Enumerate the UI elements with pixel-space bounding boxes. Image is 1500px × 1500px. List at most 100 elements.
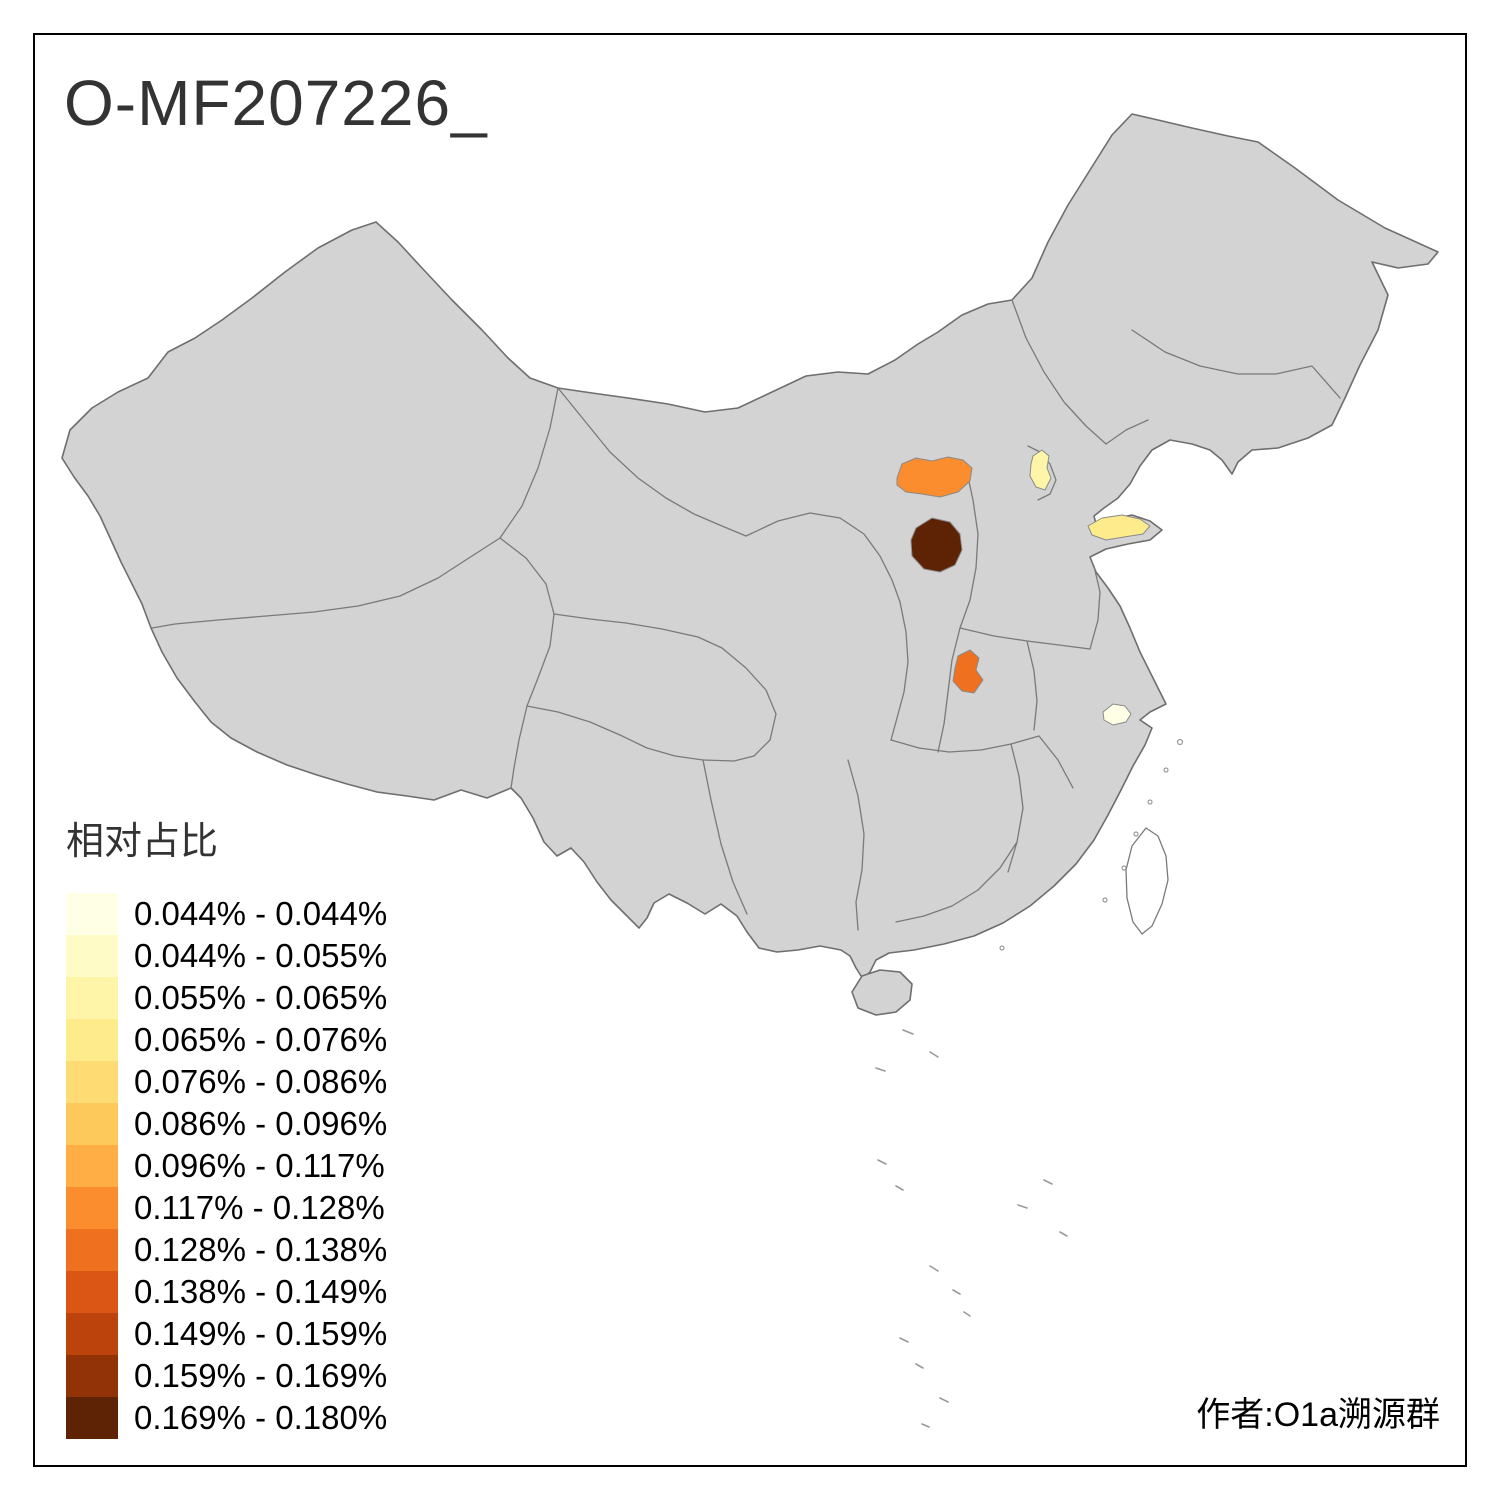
island-mark bbox=[915, 1363, 924, 1369]
legend-label: 0.055% - 0.065% bbox=[134, 979, 388, 1016]
legend-row: 0.044% - 0.055% bbox=[66, 935, 387, 977]
legend-label: 0.117% - 0.128% bbox=[134, 1189, 385, 1226]
legend-swatch bbox=[66, 893, 118, 935]
legend-swatch bbox=[66, 1061, 118, 1103]
province-border bbox=[890, 735, 1040, 753]
island-mark bbox=[902, 1029, 914, 1035]
island-mark bbox=[1059, 1231, 1068, 1237]
china-outline bbox=[61, 113, 1439, 980]
page-title: O-MF207226_ bbox=[64, 67, 488, 139]
choropleth-region-1 bbox=[896, 456, 973, 498]
island-mark bbox=[895, 1185, 904, 1191]
legend-label: 0.138% - 0.149% bbox=[134, 1273, 388, 1310]
legend-label: 0.076% - 0.086% bbox=[134, 1063, 388, 1100]
province-border bbox=[557, 387, 747, 537]
province-border bbox=[959, 467, 979, 629]
legend-swatch bbox=[66, 1103, 118, 1145]
province-border bbox=[895, 841, 1018, 923]
legend-label: 0.044% - 0.055% bbox=[134, 937, 388, 974]
province-border bbox=[702, 759, 748, 915]
legend-title: 相对占比 bbox=[66, 821, 219, 863]
coastal-islets bbox=[999, 738, 1184, 951]
province-border bbox=[553, 613, 723, 649]
legend-row: 0.169% - 0.180% bbox=[66, 1397, 387, 1439]
province-border bbox=[1007, 743, 1024, 873]
legend-swatch bbox=[66, 1271, 118, 1313]
island-mark bbox=[899, 1337, 909, 1343]
legend-row: 0.159% - 0.169% bbox=[66, 1355, 387, 1397]
island-mark bbox=[929, 1265, 939, 1272]
province-border bbox=[1011, 299, 1107, 445]
highlighted-regions bbox=[896, 449, 1151, 726]
choropleth-region-5 bbox=[952, 649, 984, 694]
legend-row: 0.117% - 0.128% bbox=[66, 1187, 387, 1229]
legend-swatch bbox=[66, 1355, 118, 1397]
legend-row: 0.149% - 0.159% bbox=[66, 1313, 387, 1355]
province-border bbox=[526, 705, 704, 761]
province-border bbox=[1026, 640, 1038, 731]
legend-swatch bbox=[66, 935, 118, 977]
legend-rows: 0.044% - 0.044% 0.044% - 0.055% 0.055% -… bbox=[66, 893, 387, 1439]
hainan-island bbox=[851, 969, 913, 1016]
legend-row: 0.128% - 0.138% bbox=[66, 1229, 387, 1271]
choropleth-region-3 bbox=[910, 517, 963, 573]
island-mark bbox=[1017, 1204, 1028, 1209]
province-border bbox=[1105, 419, 1149, 445]
island-mark bbox=[929, 1051, 939, 1058]
province-border bbox=[1038, 735, 1074, 789]
legend: 相对占比 0.044% - 0.044% 0.044% - 0.055% 0.0… bbox=[66, 810, 387, 1439]
legend-swatch bbox=[66, 1313, 118, 1355]
legend-row: 0.065% - 0.076% bbox=[66, 1019, 387, 1061]
legend-label: 0.086% - 0.096% bbox=[134, 1105, 388, 1142]
province-border bbox=[890, 601, 909, 741]
province-border bbox=[151, 387, 559, 629]
legend-swatch bbox=[66, 977, 118, 1019]
legend-row: 0.055% - 0.065% bbox=[66, 977, 387, 1019]
legend-label: 0.065% - 0.076% bbox=[134, 1021, 388, 1058]
islet-icon bbox=[1133, 831, 1139, 837]
legend-row: 0.086% - 0.096% bbox=[66, 1103, 387, 1145]
choropleth-region-2 bbox=[1029, 449, 1052, 491]
legend-row: 0.044% - 0.044% bbox=[66, 893, 387, 935]
islet-icon bbox=[1147, 799, 1153, 805]
province-border bbox=[745, 512, 901, 603]
province-border bbox=[702, 647, 777, 762]
island-mark bbox=[952, 1289, 961, 1295]
island-mark bbox=[1043, 1179, 1053, 1185]
legend-row: 0.076% - 0.086% bbox=[66, 1061, 387, 1103]
legend-label: 0.096% - 0.117% bbox=[134, 1147, 385, 1184]
islet-icon bbox=[1102, 897, 1108, 903]
islet-icon bbox=[999, 945, 1005, 951]
province-border bbox=[937, 627, 961, 753]
legend-row: 0.138% - 0.149% bbox=[66, 1271, 387, 1313]
province-border bbox=[1027, 445, 1057, 501]
islet-icon bbox=[1121, 865, 1127, 871]
islet-icon bbox=[1176, 738, 1184, 746]
legend-swatch bbox=[66, 1229, 118, 1271]
island-mark bbox=[963, 1311, 971, 1317]
legend-label: 0.149% - 0.159% bbox=[134, 1315, 388, 1352]
island-mark bbox=[921, 1423, 930, 1428]
province-border bbox=[1089, 565, 1101, 650]
plot-border bbox=[33, 33, 1467, 1467]
island-mark bbox=[939, 1397, 949, 1403]
islet-icon bbox=[1163, 767, 1169, 773]
legend-label: 0.128% - 0.138% bbox=[134, 1231, 388, 1268]
province-borders bbox=[151, 299, 1341, 931]
legend-row: 0.096% - 0.117% bbox=[66, 1145, 387, 1187]
province-border bbox=[847, 759, 865, 931]
south-china-sea-islands bbox=[875, 1029, 1068, 1428]
legend-label: 0.159% - 0.169% bbox=[134, 1357, 388, 1394]
province-border bbox=[1131, 329, 1341, 399]
attribution: 作者:O1a溯源群 bbox=[1196, 1396, 1440, 1434]
province-border bbox=[499, 537, 555, 789]
island-mark bbox=[875, 1067, 886, 1072]
legend-swatch bbox=[66, 1145, 118, 1187]
choropleth-region-6 bbox=[1102, 703, 1132, 726]
legend-label: 0.169% - 0.180% bbox=[134, 1399, 388, 1436]
taiwan-island bbox=[1125, 827, 1169, 935]
legend-swatch bbox=[66, 1019, 118, 1061]
legend-swatch bbox=[66, 1397, 118, 1439]
